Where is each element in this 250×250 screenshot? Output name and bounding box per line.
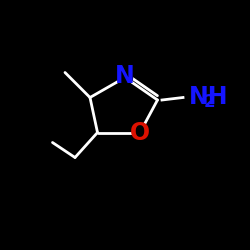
Circle shape: [118, 70, 132, 85]
Circle shape: [132, 125, 148, 140]
Text: O: O: [130, 120, 150, 144]
Text: NH: NH: [189, 85, 228, 109]
Text: 2: 2: [203, 93, 215, 111]
Text: N: N: [115, 64, 135, 88]
